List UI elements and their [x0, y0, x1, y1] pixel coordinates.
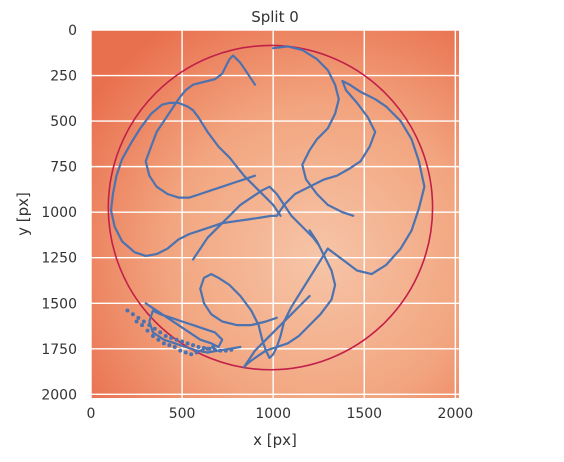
chart-title: Split 0: [251, 8, 299, 26]
arena-layer: [107, 44, 434, 371]
cluster-point: [200, 348, 205, 353]
x-tick-label: 1500: [346, 406, 382, 422]
x-tick-label: 1000: [255, 406, 291, 422]
cluster-point: [161, 341, 166, 346]
trajectory-3: [144, 54, 257, 199]
cluster-point: [183, 350, 188, 355]
x-axis-label: x [px]: [253, 431, 297, 449]
cluster-point: [189, 352, 194, 357]
cluster-point: [156, 337, 161, 342]
y-axis-ticks: 0 250 500 750 1000 1250 1500 1750 2000: [41, 23, 77, 403]
trajectory-0: [109, 101, 282, 257]
trajectory-2: [199, 247, 329, 359]
cluster-point: [174, 337, 179, 342]
cluster-point: [163, 334, 168, 339]
cluster-point: [172, 344, 177, 349]
y-tick-label: 0: [68, 23, 77, 39]
trajectory-7: [191, 185, 320, 261]
cluster-point: [125, 308, 130, 313]
cluster-point: [178, 348, 183, 353]
trajectory-5: [144, 302, 242, 354]
y-tick-label: 500: [50, 114, 77, 130]
cluster-point: [211, 344, 216, 349]
cluster-point: [196, 344, 201, 349]
cluster-point: [167, 343, 172, 348]
cluster-point: [223, 348, 228, 353]
trajectory-1: [275, 79, 426, 276]
trajectory-4: [242, 229, 337, 369]
cluster-point: [180, 339, 185, 344]
arena-circle: [107, 44, 434, 371]
cluster-point: [185, 341, 190, 346]
trajectory-layer: [109, 45, 426, 369]
y-tick-label: 1000: [41, 205, 77, 221]
x-tick-label: 2000: [438, 406, 474, 422]
cluster-point: [229, 347, 234, 352]
y-tick-label: 1750: [41, 342, 77, 358]
background-image: [91, 30, 459, 398]
cluster-point: [147, 323, 152, 328]
cluster-point: [205, 346, 210, 351]
y-tick-label: 250: [50, 69, 77, 85]
cluster-point: [145, 328, 150, 333]
cluster-point: [130, 312, 135, 317]
trajectory-6: [272, 45, 355, 217]
x-axis-ticks: 0 500 1000 1500 2000: [87, 406, 474, 422]
y-tick-label: 1500: [41, 296, 77, 312]
cluster-point: [191, 343, 196, 348]
plot-area: [90, 29, 459, 398]
y-tick-label: 750: [50, 160, 77, 176]
cluster-point: [136, 315, 141, 320]
x-tick-label: 0: [87, 406, 96, 422]
y-tick-label: 1250: [41, 251, 77, 267]
cluster-point: [194, 350, 199, 355]
x-tick-label: 500: [169, 406, 196, 422]
cluster-point: [158, 330, 163, 335]
y-axis-label: y [px]: [14, 192, 32, 236]
cluster-point: [150, 334, 155, 339]
cluster-point: [169, 335, 174, 340]
cluster-point: [152, 326, 157, 331]
cluster-point: [134, 319, 139, 324]
cluster-point: [140, 323, 145, 328]
cluster-point: [141, 319, 146, 324]
y-tick-label: 2000: [41, 387, 77, 403]
cluster-point: [218, 348, 223, 353]
